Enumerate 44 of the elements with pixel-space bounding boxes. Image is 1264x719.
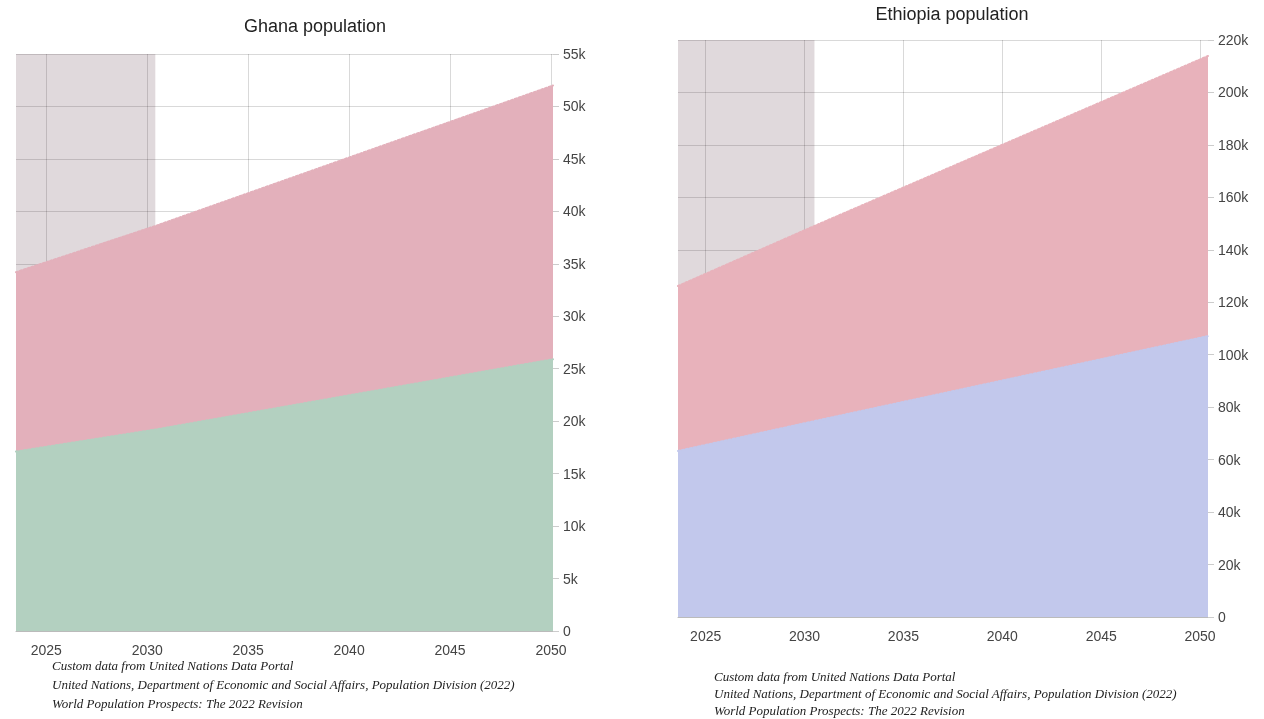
- text: World Population Prospects: The 2022 Revision: [52, 696, 303, 711]
- text: United Nations, Department of Economic and Social Affairs, Population Division (2022): [714, 686, 1177, 701]
- y-tick-label: 30k: [563, 308, 587, 325]
- y-tick-label: 40k: [563, 203, 587, 220]
- y-tick-label: 0: [1218, 609, 1226, 625]
- y-tick-label: 50k: [563, 98, 587, 115]
- x-tick-label: 2045: [434, 642, 466, 658]
- y-tick-label: 15k: [563, 465, 587, 482]
- x-tick-label: 2035: [232, 642, 264, 658]
- y-tick-label: 25k: [563, 360, 587, 377]
- y-tick-label: 35k: [563, 255, 587, 272]
- x-tick-label: 2025: [690, 628, 722, 644]
- x-tick-label: 2040: [986, 628, 1019, 644]
- chart-title: Ethiopia population: [875, 4, 1029, 24]
- chart-title: Ghana population: [243, 16, 387, 36]
- text: Custom data from United Nations Data Portal: [714, 669, 956, 684]
- x-tick-label: 2030: [788, 628, 821, 644]
- y-tick-label: 100k: [1218, 346, 1250, 363]
- y-tick-label: 0: [563, 623, 571, 639]
- y-tick-label: 5k: [563, 570, 579, 587]
- y-tick-label: 20k: [563, 413, 587, 430]
- y-tick-label: 200k: [1218, 84, 1250, 101]
- y-tick-label: 120k: [1218, 294, 1250, 311]
- y-tick-label: 140k: [1218, 241, 1250, 258]
- y-tick-label: 20k: [1218, 556, 1242, 573]
- x-tick-label: 2050: [1184, 628, 1216, 644]
- y-tick-label: 40k: [1218, 504, 1242, 521]
- text: World Population Prospects: The 2022 Revision: [714, 703, 965, 718]
- text: Custom data from United Nations Data Portal: [52, 658, 294, 673]
- y-tick-label: 60k: [1218, 451, 1242, 468]
- y-tick-label: 160k: [1218, 189, 1250, 206]
- y-tick-label: 10k: [563, 518, 587, 535]
- y-tick-label: 220k: [1218, 32, 1250, 48]
- y-tick-label: 80k: [1218, 399, 1242, 416]
- y-tick-label: 55k: [563, 46, 587, 62]
- text: United Nations, Department of Economic and Social Affairs, Population Division (2022): [52, 677, 515, 692]
- x-tick-label: 2030: [131, 642, 163, 658]
- x-tick-label: 2035: [887, 628, 920, 644]
- x-tick-label: 2050: [535, 642, 567, 658]
- x-tick-label: 2045: [1085, 628, 1117, 644]
- y-tick-label: 45k: [563, 150, 587, 167]
- y-tick-label: 180k: [1218, 136, 1250, 153]
- x-tick-label: 2025: [30, 642, 63, 658]
- x-tick-label: 2040: [333, 642, 365, 658]
